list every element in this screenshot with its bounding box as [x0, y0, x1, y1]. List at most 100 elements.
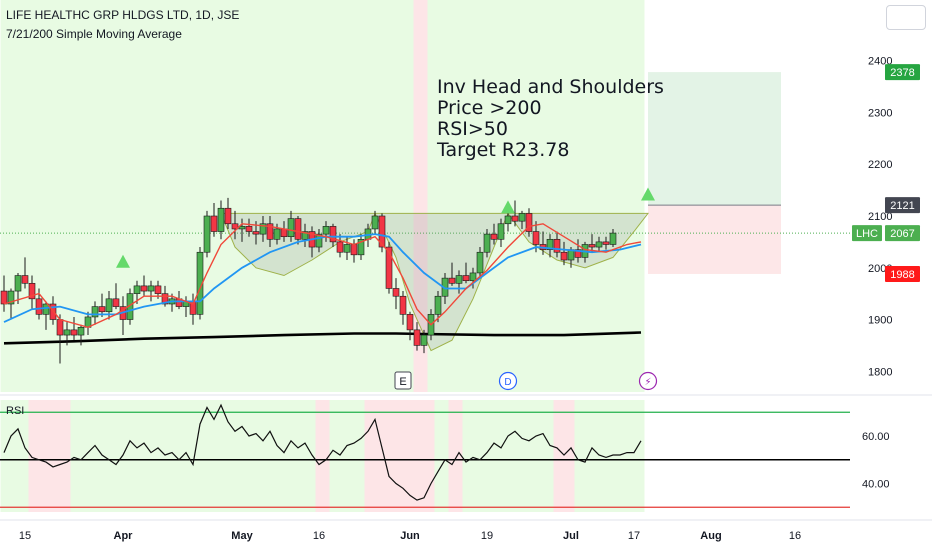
chart-settings-button[interactable] [886, 5, 926, 30]
candle-body [574, 249, 582, 258]
candle [329, 223, 337, 248]
price-background-bull [0, 0, 414, 392]
candle [14, 272, 22, 304]
rsi-background-bull [0, 400, 29, 512]
candle [224, 197, 232, 229]
time-tick-label: Jun [400, 530, 420, 542]
candle-body [133, 285, 141, 294]
candle [413, 322, 421, 351]
candle [406, 311, 414, 341]
candle-body [210, 215, 218, 232]
candle-body [280, 228, 288, 238]
price-tick-label: 1800 [868, 366, 892, 378]
sma21-line [3, 233, 642, 323]
candle [21, 257, 29, 289]
candle-body [154, 285, 162, 294]
candle-body [287, 218, 295, 238]
candle-body [413, 329, 421, 346]
candle [553, 231, 561, 258]
indicator-title: 7/21/200 Simple Moving Average [6, 27, 182, 41]
annotation-line: Target R23.78 [436, 139, 569, 161]
candle [497, 218, 505, 248]
rsi-background-bull [329, 400, 365, 512]
split-event [638, 371, 658, 391]
candle-body [70, 329, 78, 336]
candle-body [434, 295, 442, 315]
candle [343, 236, 351, 260]
candle-body [112, 298, 120, 307]
candle-body [399, 295, 407, 315]
candle-body [14, 275, 22, 292]
candle [399, 291, 407, 325]
time-tick-label: 17 [628, 530, 640, 542]
candle [147, 280, 155, 302]
candle [42, 301, 50, 330]
target-zone [648, 72, 781, 206]
candle [448, 262, 456, 286]
rsi-background-bull [462, 400, 554, 512]
sma200-line [3, 331, 642, 345]
earnings-event [394, 371, 412, 390]
symbol-label-text: LHC [856, 228, 878, 240]
candle-body [511, 215, 519, 222]
candle [518, 210, 526, 229]
candle [315, 228, 323, 253]
candle-body [105, 298, 113, 313]
candle [469, 267, 477, 289]
annotation-line: RSI>50 [437, 118, 508, 140]
candle-body [560, 251, 568, 261]
price-label-text: 2378 [890, 67, 914, 79]
dividend-event [498, 371, 518, 391]
candle-body [217, 207, 225, 232]
candle-body [336, 241, 344, 253]
candle [378, 213, 386, 253]
candle [91, 301, 99, 325]
price-label-text: 2121 [890, 200, 914, 212]
price-label-last [885, 225, 920, 242]
candle [70, 316, 78, 341]
candle [602, 236, 610, 250]
candle [301, 223, 309, 248]
signal-triangle [641, 187, 655, 201]
candle [357, 234, 365, 260]
candle-body [21, 275, 29, 284]
candle-body [350, 244, 358, 256]
candle-body [476, 251, 484, 274]
candle-body [455, 275, 463, 284]
price-label-stop [885, 265, 920, 282]
candle-body [259, 223, 267, 235]
candle-body [385, 246, 393, 289]
candle-body [98, 306, 106, 313]
candle-body [392, 288, 400, 297]
candle [336, 234, 344, 258]
price-label-target [885, 64, 920, 81]
symbol-label [852, 225, 882, 242]
candle [420, 329, 428, 354]
signal-triangle [501, 200, 515, 214]
candle-body [546, 238, 554, 250]
annotation-line: Price >200 [437, 97, 542, 119]
candle [77, 324, 85, 346]
rsi-background-bear [315, 400, 330, 512]
price-background-bear [413, 0, 428, 392]
stop-zone [648, 205, 781, 274]
symbol-title: LIFE HEALTHC GRP HLDGS LTD, 1D, JSE [6, 8, 240, 22]
rsi-background-bear [448, 400, 463, 512]
earnings-event-label: E [399, 376, 406, 388]
candle-body [469, 272, 477, 282]
rsi-tick-label: 40.00 [862, 479, 890, 491]
candle [588, 234, 596, 253]
candle-body [322, 226, 330, 235]
candle-body [252, 231, 260, 235]
candle [560, 241, 568, 266]
candle [392, 278, 400, 310]
price-tick-label: 2200 [868, 159, 892, 171]
time-tick-label: 16 [789, 530, 801, 542]
candle [455, 270, 463, 294]
candle-body [609, 232, 617, 245]
candle-body [7, 290, 15, 305]
candle [504, 210, 512, 232]
price-tick-label: 2300 [868, 107, 892, 119]
candle [609, 228, 617, 248]
